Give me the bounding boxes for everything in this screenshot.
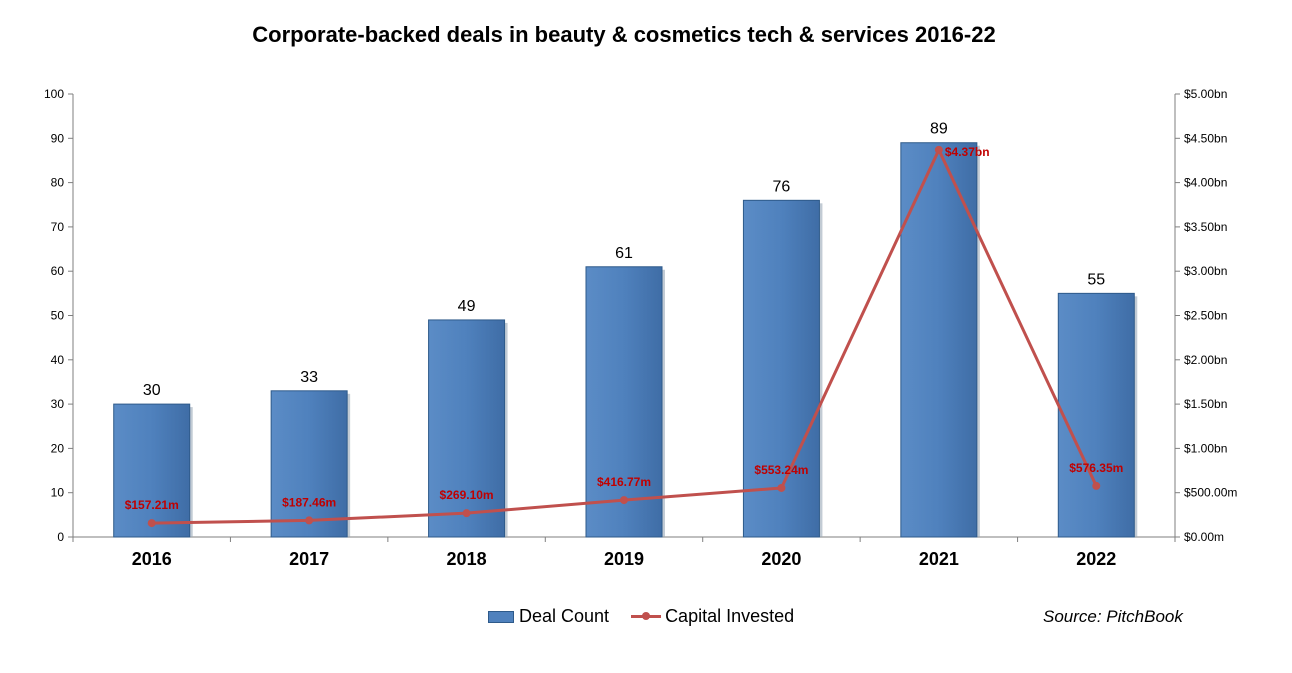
legend-item-deal-count: Deal Count xyxy=(488,606,609,627)
line-point-capital-invested xyxy=(934,145,943,154)
x-axis-category-label: 2022 xyxy=(1076,549,1116,569)
left-axis-tick-label: 0 xyxy=(57,530,64,544)
line-data-label: $157.21m xyxy=(125,498,179,512)
line-point-capital-invested xyxy=(305,516,314,525)
legend-label-deal-count: Deal Count xyxy=(519,606,610,626)
bar-deal-count xyxy=(900,142,978,538)
left-axis-tick-label: 20 xyxy=(51,441,65,455)
right-axis-tick-label: $4.50bn xyxy=(1184,131,1227,145)
right-axis-tick-label: $1.00bn xyxy=(1184,441,1227,455)
bar-deal-count xyxy=(113,403,191,538)
left-axis-tick-label: 80 xyxy=(51,176,65,190)
line-data-label: $576.35m xyxy=(1069,461,1123,475)
left-axis-tick-label: 90 xyxy=(51,131,65,145)
right-axis-tick-label: $3.00bn xyxy=(1184,264,1227,278)
x-axis-category-label: 2021 xyxy=(919,549,959,569)
bar-deal-count xyxy=(1057,292,1135,538)
line-point-capital-invested xyxy=(620,496,628,505)
chart-legend: Deal Count Capital Invested xyxy=(488,606,816,627)
bar-data-label: 49 xyxy=(458,298,476,315)
legend-item-capital-invested: Capital Invested xyxy=(631,606,794,627)
legend-swatch-capital-invested xyxy=(631,612,662,620)
line-point-capital-invested xyxy=(1092,481,1101,490)
right-axis-tick-label: $5.00bn xyxy=(1184,87,1227,101)
line-data-label: $4.37bn xyxy=(945,145,990,159)
x-axis-category-label: 2018 xyxy=(447,549,487,569)
bar-data-label: 61 xyxy=(615,245,633,262)
x-axis-category-label: 2016 xyxy=(132,549,172,569)
bar-data-label: 33 xyxy=(300,369,318,386)
bar-deal-count xyxy=(585,266,663,538)
x-axis-category-label: 2020 xyxy=(761,549,801,569)
legend-label-capital-invested: Capital Invested xyxy=(665,606,795,626)
bar-data-label: 76 xyxy=(773,178,791,195)
right-axis-tick-label: $2.00bn xyxy=(1184,353,1227,367)
line-point-capital-invested xyxy=(777,483,786,492)
left-axis-tick-label: 40 xyxy=(51,353,65,367)
line-point-capital-invested xyxy=(462,509,471,518)
bar-deal-count xyxy=(742,199,820,538)
source-note: Source: PitchBook xyxy=(1043,607,1183,626)
left-axis-tick-label: 10 xyxy=(51,486,65,500)
right-axis-tick-label: $1.50bn xyxy=(1184,397,1227,411)
chart-title: Corporate-backed deals in beauty & cosme… xyxy=(252,22,996,47)
line-data-label: $416.77m xyxy=(597,475,651,489)
line-data-label: $553.24m xyxy=(754,463,808,477)
left-axis-tick-label: 50 xyxy=(51,309,65,323)
line-point-capital-invested xyxy=(147,519,156,528)
legend-swatch-marker xyxy=(642,612,651,620)
legend-swatch-deal-count xyxy=(488,610,514,623)
right-axis-tick-label: $0.00m xyxy=(1184,530,1224,544)
right-axis-tick-label: $4.00bn xyxy=(1184,176,1227,190)
x-axis-category-label: 2017 xyxy=(289,549,329,569)
left-axis-tick-label: 70 xyxy=(51,220,65,234)
bar-data-label: 30 xyxy=(143,382,161,399)
bar-deal-count xyxy=(270,390,348,538)
right-axis-tick-label: $2.50bn xyxy=(1184,309,1227,323)
bar-deal-count xyxy=(428,319,506,538)
right-axis-tick-label: $500.00m xyxy=(1184,486,1237,500)
bar-data-label: 55 xyxy=(1087,271,1105,288)
line-data-label: $269.10m xyxy=(440,488,494,502)
right-axis-tick-label: $3.50bn xyxy=(1184,220,1227,234)
left-axis-tick-label: 60 xyxy=(51,264,65,278)
left-axis-tick-label: 100 xyxy=(44,87,64,101)
line-data-label: $187.46m xyxy=(282,495,336,509)
left-axis-tick-label: 30 xyxy=(51,397,65,411)
x-axis-category-label: 2019 xyxy=(604,549,644,569)
bar-data-label: 89 xyxy=(930,121,948,138)
